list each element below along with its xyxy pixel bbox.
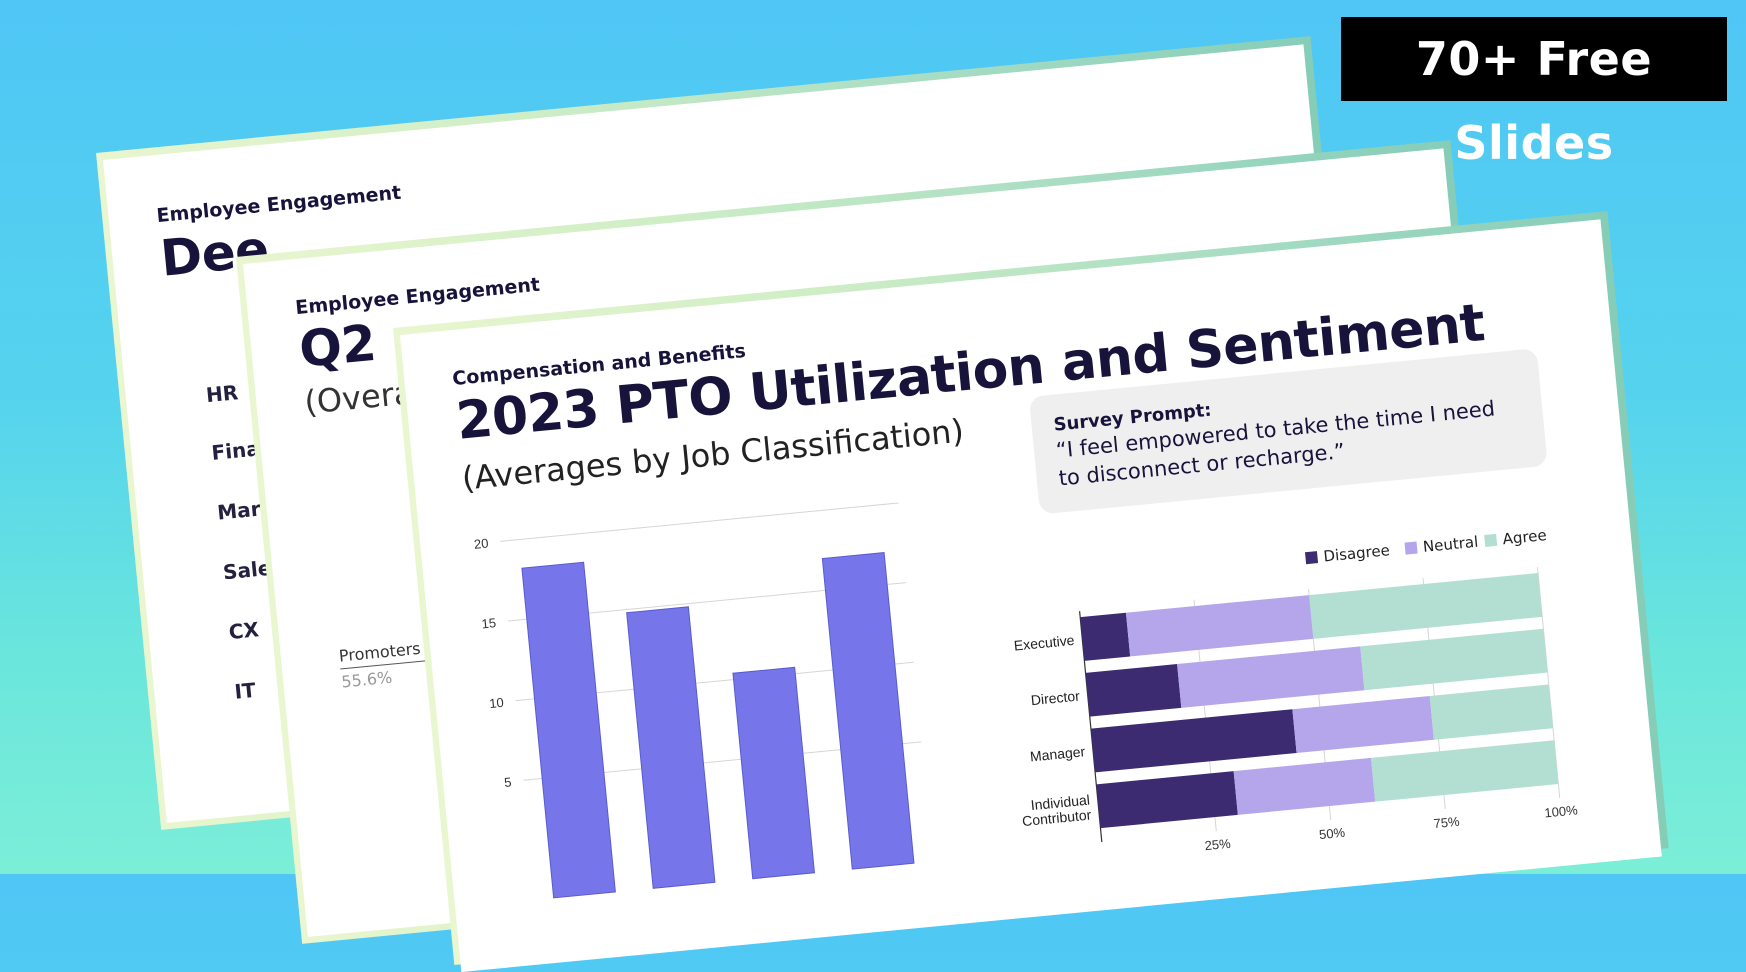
x-tick-label: 75%	[1433, 814, 1461, 831]
legend-disagree-swatch	[1304, 551, 1319, 565]
bar	[821, 552, 915, 870]
stack-segment-neutral	[1292, 695, 1434, 753]
stack-segment-agree	[1309, 573, 1543, 639]
x-tick-label: 100%	[1544, 802, 1579, 820]
category-label: Director	[1030, 688, 1081, 709]
category-label: Executive	[1013, 632, 1075, 654]
dept-label: IT	[233, 677, 257, 704]
stack-segment-disagree	[1096, 771, 1238, 829]
legend-neutral-label: Neutral	[1422, 532, 1480, 556]
bar	[626, 606, 716, 889]
y-tick-label: 10	[489, 695, 505, 711]
pto-bar-chart: 20 15 10 5	[473, 502, 922, 899]
free-slides-badge[interactable]: 70+ Free Slides	[1341, 17, 1727, 170]
bar-gridline	[500, 502, 899, 542]
y-tick-label: 5	[503, 774, 512, 790]
stack-segment-neutral	[1177, 646, 1365, 708]
legend-agree-swatch	[1484, 533, 1498, 547]
x-tick-label: 50%	[1318, 825, 1346, 842]
stack-segment-neutral	[1125, 595, 1314, 657]
category-label: Individual	[1030, 792, 1090, 814]
dept-label: CX	[227, 617, 260, 645]
stack-segment-agree	[1371, 740, 1559, 802]
stack-segment-disagree	[1090, 709, 1297, 773]
slide-1-kicker: Employee Engagement	[155, 181, 402, 228]
legend-agree-label: Agree	[1501, 526, 1548, 549]
dept-label: HR	[204, 380, 240, 408]
category-label: Manager	[1029, 743, 1086, 764]
bar	[521, 561, 616, 899]
legend-agree: Agree	[1484, 526, 1548, 550]
category-label: Contributor	[1021, 806, 1092, 829]
bar	[732, 666, 815, 880]
legend-disagree-label: Disagree	[1322, 541, 1391, 566]
sentiment-stacked-chart: 25% 50% 75% 100% Executive Director Manager Ind…	[1013, 566, 1579, 853]
x-tick-label: 25%	[1204, 836, 1232, 853]
stack-segment-neutral	[1233, 757, 1376, 815]
stack-segment-disagree	[1085, 664, 1182, 717]
stack-segment-agree	[1429, 684, 1554, 740]
legend-neutral: Neutral	[1404, 533, 1479, 558]
slide-3[interactable]: Compensation and Benefits 2023 PTO Utili…	[400, 219, 1662, 972]
promoters-value: 55.6%	[340, 667, 394, 692]
y-tick-label: 20	[473, 536, 489, 552]
stack-segment-agree	[1360, 628, 1548, 691]
legend-disagree: Disagree	[1304, 541, 1391, 567]
y-tick-label: 15	[481, 615, 497, 631]
stack-segment-disagree	[1080, 612, 1131, 661]
legend-neutral-swatch	[1404, 541, 1418, 555]
